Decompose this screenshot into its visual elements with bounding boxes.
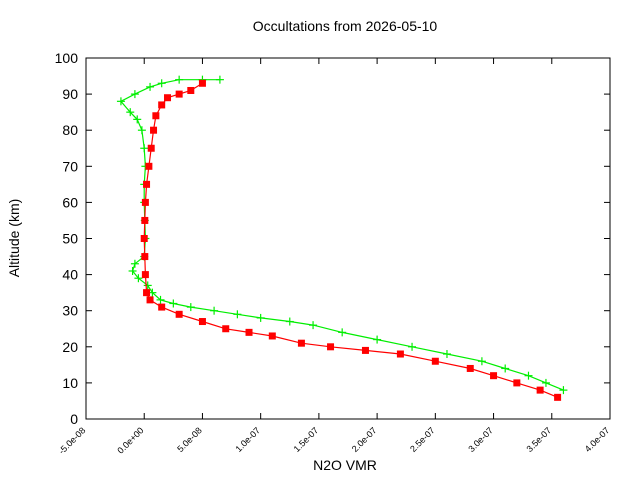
- series-1-point: [268, 332, 276, 340]
- series-0-point: [169, 299, 178, 308]
- axis-layer: 0 10 20 30 40 50 60 70 80 90 100 -5.0e-08 0.0e+00 5.0…: [55, 50, 612, 456]
- y-tick-label: 0: [70, 411, 78, 427]
- series-1-point: [175, 90, 183, 98]
- series-0-point: [156, 295, 165, 304]
- series-0-point: [186, 303, 195, 312]
- series-layer: [116, 75, 568, 401]
- series-0-point: [143, 281, 152, 290]
- plot-frame: [85, 57, 611, 420]
- series-1-point: [146, 296, 154, 304]
- series-1-point: [297, 339, 305, 347]
- series-0-point: [116, 97, 125, 106]
- series-1-point: [141, 253, 149, 261]
- series-0-point: [137, 126, 146, 135]
- series-0-point: [175, 75, 184, 84]
- series-1-point: [145, 162, 153, 170]
- series-1-point: [536, 386, 544, 394]
- series-0-point: [157, 79, 166, 88]
- series-1-point: [158, 101, 166, 109]
- y-tick-label: 20: [62, 339, 78, 355]
- series-1-point: [143, 180, 151, 188]
- series-1-point: [141, 216, 149, 224]
- series-0-point: [408, 342, 417, 351]
- series-1-point: [198, 79, 206, 87]
- y-tick-label: 30: [62, 303, 78, 319]
- series-0-point: [126, 108, 135, 117]
- series-0-point: [559, 386, 568, 395]
- x-tick-label: 3.0e-07: [466, 425, 495, 454]
- series-1-point: [222, 325, 230, 333]
- series-0-point: [309, 321, 318, 330]
- series-0-point: [442, 350, 451, 359]
- y-tick-label: 10: [62, 375, 78, 391]
- x-tick-label: 5.0e-08: [175, 425, 204, 454]
- series-1-point: [164, 94, 172, 102]
- series-0-point: [477, 357, 486, 366]
- series-1-point: [152, 112, 160, 120]
- y-tick-label: 90: [62, 86, 78, 102]
- series-1-point: [327, 343, 335, 351]
- series-0-point: [134, 274, 143, 283]
- series-1-point: [141, 271, 149, 279]
- series-1-point: [490, 372, 498, 380]
- series-1-point: [396, 350, 404, 358]
- y-tick-label: 70: [62, 158, 78, 174]
- y-tick-label: 40: [62, 267, 78, 283]
- series-1-point: [554, 393, 562, 401]
- series-1-point: [245, 328, 253, 336]
- series-1-point: [150, 126, 158, 134]
- y-tick-label: 80: [62, 122, 78, 138]
- series-0-point: [338, 328, 347, 337]
- series-1-point: [431, 357, 439, 365]
- series-1-point: [513, 379, 521, 387]
- series-0-point: [285, 317, 294, 326]
- series-1-point: [158, 303, 166, 311]
- y-tick-label: 100: [55, 50, 79, 66]
- x-tick-label: 1.0e-07: [233, 425, 262, 454]
- y-tick-label: 50: [62, 231, 78, 247]
- series-0-point: [133, 115, 142, 124]
- series-1-point: [147, 144, 155, 152]
- series-1-point: [143, 289, 151, 297]
- x-tick-label: 0.0e+00: [115, 425, 145, 455]
- series-0-point: [128, 266, 137, 275]
- series-1-point: [175, 310, 183, 318]
- series-0-point: [373, 335, 382, 344]
- series-0-point: [140, 144, 149, 153]
- series-0-point: [215, 75, 224, 84]
- series-0-line: [119, 79, 564, 391]
- series-0-point: [130, 90, 139, 99]
- x-tick-label: 3.5e-07: [525, 425, 554, 454]
- series-0-point: [256, 313, 265, 322]
- series-0-point: [524, 371, 533, 380]
- series-0-point: [210, 306, 219, 315]
- x-tick-label: -5.0e-08: [57, 425, 88, 456]
- series-0-point: [233, 310, 242, 319]
- series-0-point: [130, 259, 139, 268]
- y-tick-label: 60: [62, 194, 78, 210]
- x-axis-label: N2O VMR: [313, 457, 377, 473]
- series-0-point: [501, 364, 510, 373]
- series-1-point: [361, 346, 369, 354]
- x-tick-label: 1.5e-07: [292, 425, 321, 454]
- series-1-point: [198, 318, 206, 326]
- x-tick-label: 2.0e-07: [350, 425, 379, 454]
- series-1-point: [141, 198, 149, 206]
- series-0-point: [541, 378, 550, 387]
- series-0-point: [146, 82, 155, 91]
- x-tick-label: 2.5e-07: [408, 425, 437, 454]
- y-axis-label: Altitude (km): [6, 199, 22, 278]
- x-tick-label: 4.0e-07: [583, 425, 612, 454]
- series-1-point: [140, 235, 148, 242]
- chart-title: Occultations from 2026-05-10: [253, 18, 438, 34]
- series-1-line: [143, 82, 558, 398]
- series-1-point: [466, 364, 474, 372]
- series-1-point: [187, 86, 195, 94]
